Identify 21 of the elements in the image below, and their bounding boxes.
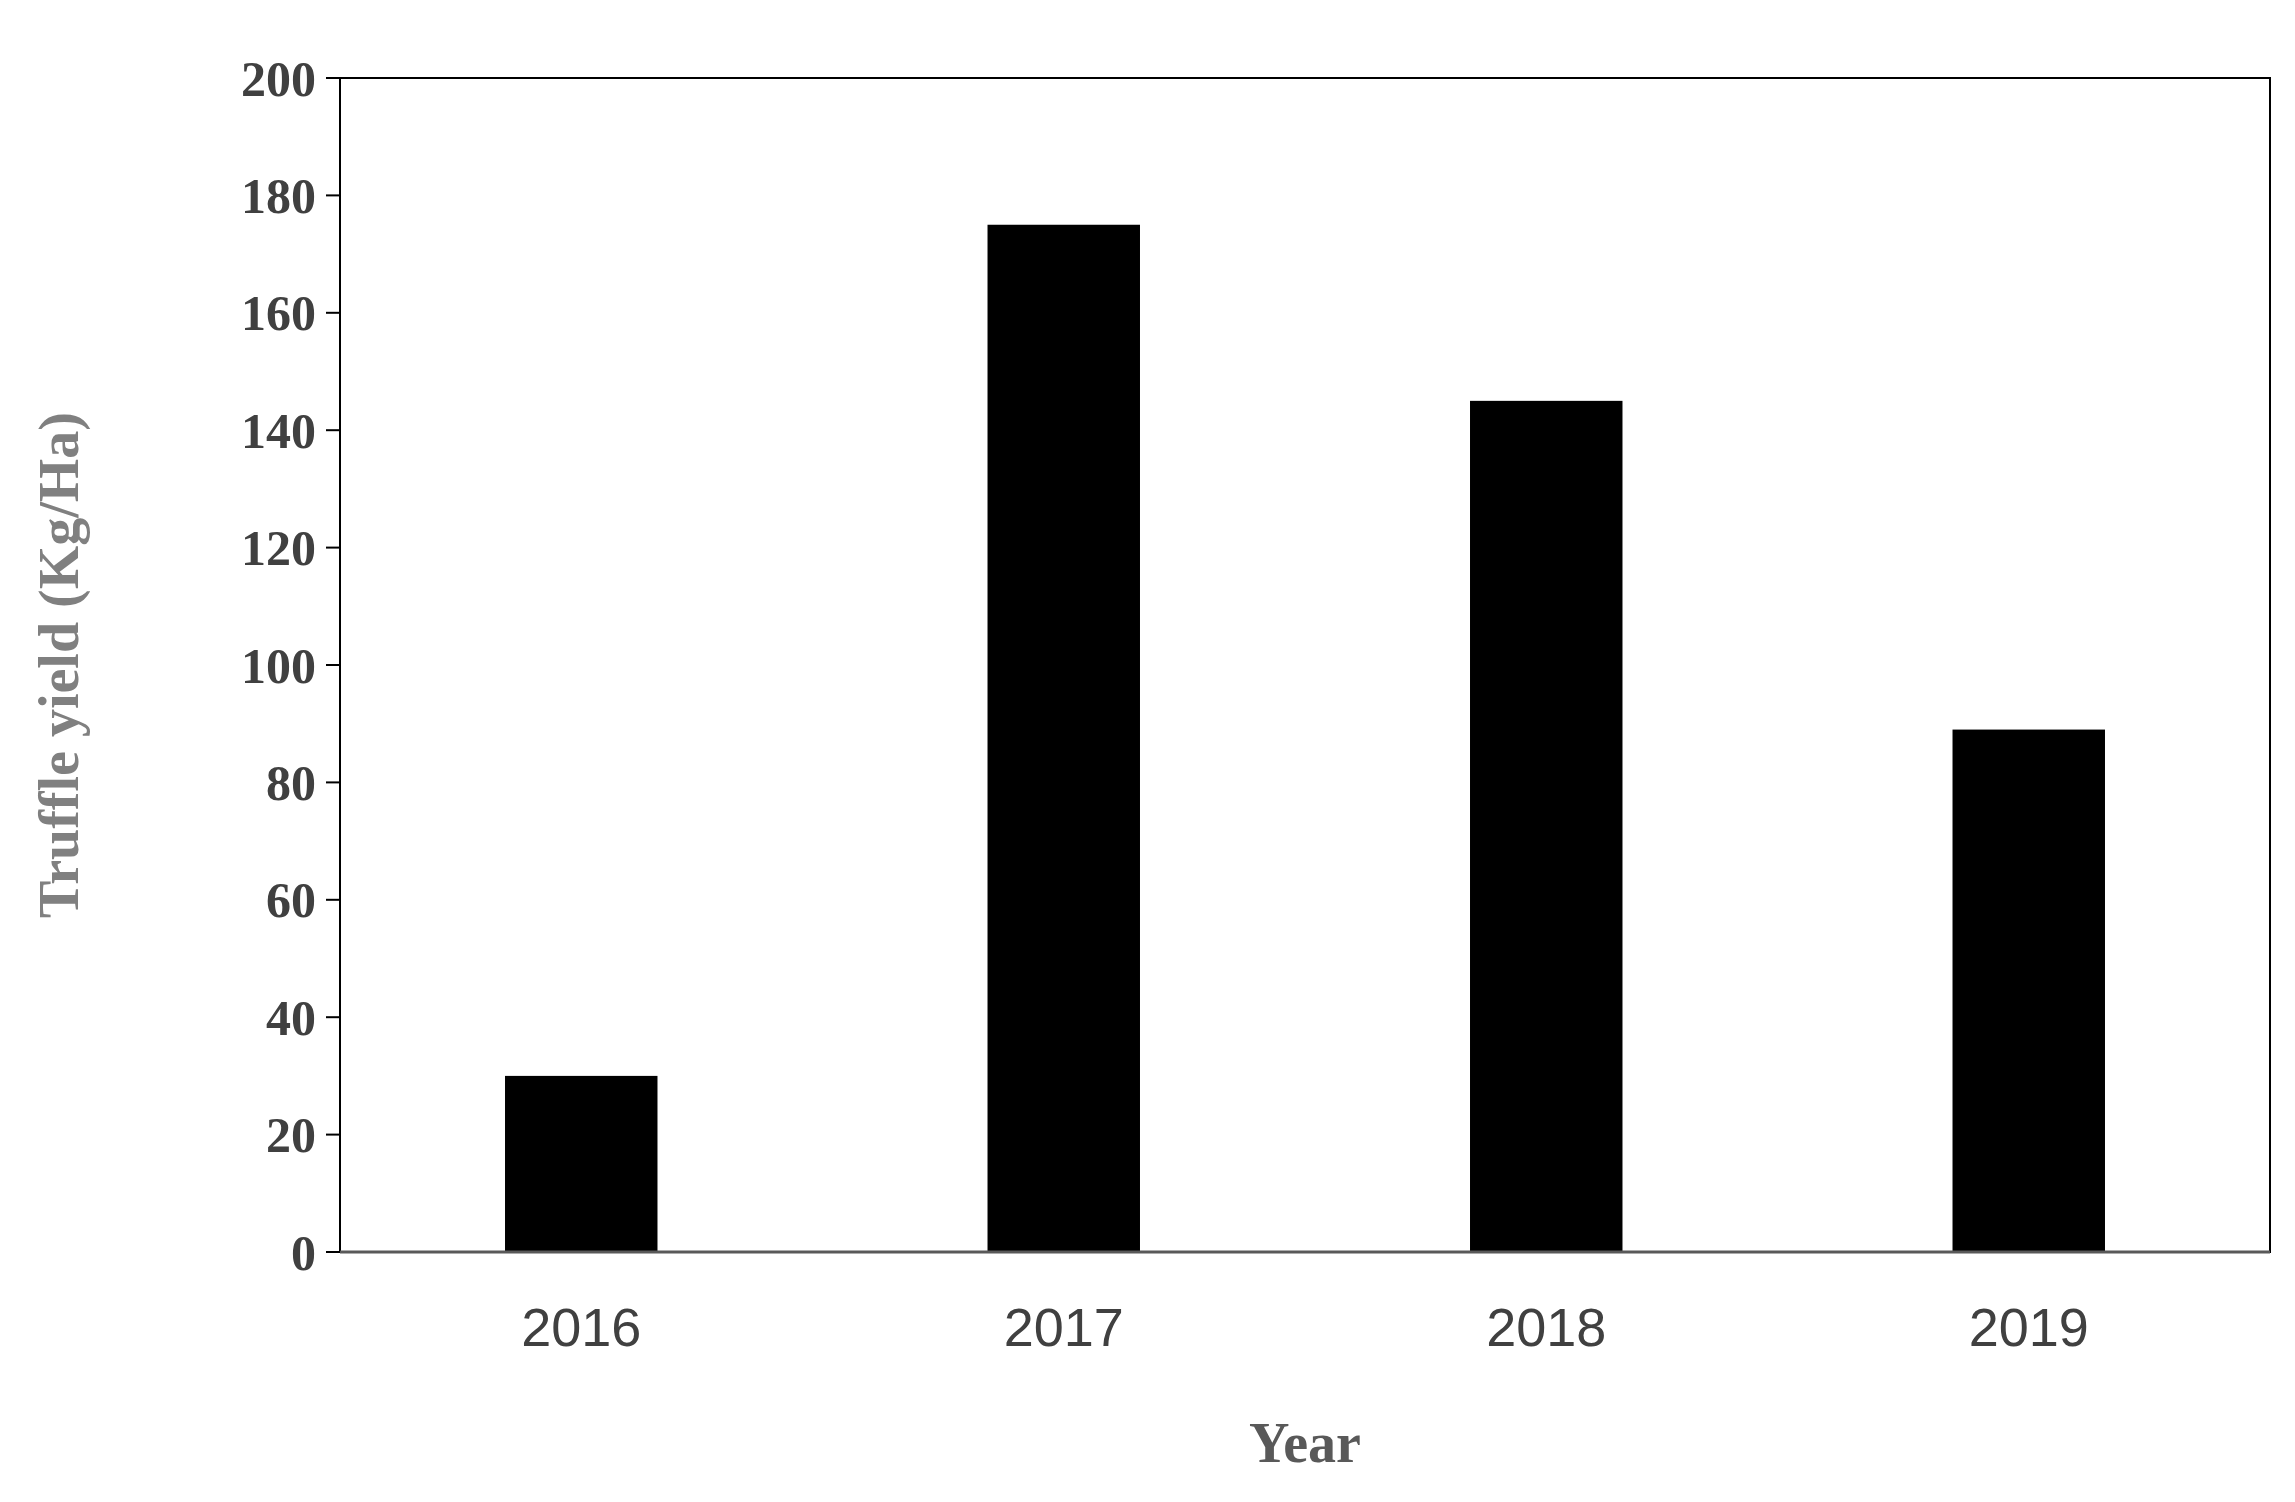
x-axis-title: Year (1249, 1412, 1361, 1474)
x-tick-label: 2016 (521, 1297, 642, 1357)
y-tick-label: 200 (241, 50, 316, 107)
y-tick-label: 160 (241, 285, 316, 342)
y-tick-label: 80 (266, 754, 316, 811)
y-tick-label: 20 (266, 1107, 316, 1164)
bar (1470, 400, 1623, 1252)
y-tick-label: 100 (241, 637, 316, 694)
x-tick-label: 2018 (1486, 1297, 1607, 1357)
y-tick-label: 40 (266, 989, 316, 1046)
bar (1952, 729, 2105, 1252)
y-tick-label: 140 (241, 402, 316, 459)
y-tick-label: 60 (266, 872, 316, 929)
y-axis-title: Truffle yield (Kg/Ha) (28, 412, 91, 918)
y-tick-label: 0 (291, 1224, 316, 1281)
bar (987, 224, 1140, 1252)
y-tick-label: 180 (241, 167, 316, 224)
x-tick-label: 2019 (1968, 1297, 2089, 1357)
x-tick-label: 2017 (1003, 1297, 1124, 1357)
y-tick-label: 120 (241, 520, 316, 577)
bar (505, 1075, 658, 1252)
